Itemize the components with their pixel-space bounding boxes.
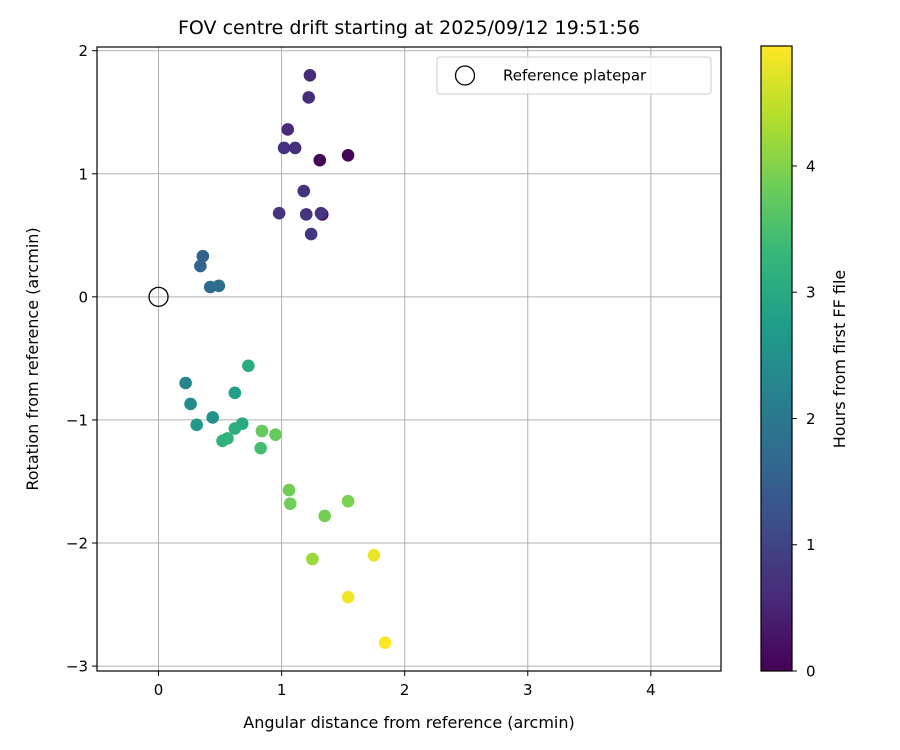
colorbar-tick-label: 1 xyxy=(806,536,816,554)
data-point xyxy=(269,428,282,441)
y-tick-label: −3 xyxy=(66,658,88,676)
data-point xyxy=(341,590,355,604)
y-tick-label: 2 xyxy=(78,42,88,60)
data-point xyxy=(184,397,197,411)
data-point xyxy=(304,227,318,241)
x-tick-label: 0 xyxy=(154,681,164,699)
x-tick-label: 4 xyxy=(646,681,656,699)
y-tick-label: 0 xyxy=(78,288,88,306)
data-point xyxy=(212,279,226,293)
data-point xyxy=(282,483,296,497)
data-point xyxy=(194,259,207,273)
data-point xyxy=(314,206,328,220)
x-axis-title: Angular distance from reference (arcmin) xyxy=(243,713,574,732)
data-point xyxy=(367,549,381,562)
data-point xyxy=(190,418,203,432)
plot-frame xyxy=(96,46,722,672)
data-point xyxy=(272,206,286,220)
legend-label: Reference platepar xyxy=(503,67,647,85)
colorbar: 0 1 2 3 4 Hours from first FF file xyxy=(760,45,849,681)
data-point xyxy=(297,184,311,198)
data-point xyxy=(341,149,355,162)
data-point xyxy=(303,69,317,82)
grid-lines xyxy=(97,47,721,671)
colorbar-tick-label: 4 xyxy=(806,157,816,175)
data-point xyxy=(288,141,302,155)
reference-marker xyxy=(148,286,169,307)
data-point xyxy=(254,441,267,455)
reference-layer xyxy=(148,286,169,307)
colorbar-tick-label: 3 xyxy=(806,284,816,302)
chart-title: FOV centre drift starting at 2025/09/12 … xyxy=(178,17,640,39)
data-point xyxy=(341,494,355,508)
colorbar-frame xyxy=(760,45,793,672)
data-point xyxy=(255,424,269,438)
data-point xyxy=(242,359,255,373)
data-point xyxy=(221,432,234,445)
data-point xyxy=(228,386,242,400)
colorbar-tick-label: 0 xyxy=(806,663,816,681)
y-axis-title: Rotation from reference (arcmin) xyxy=(23,227,42,490)
colorbar-tick-label: 2 xyxy=(806,410,816,428)
y-tick-label: −2 xyxy=(66,535,88,553)
data-point xyxy=(196,249,210,263)
x-tick-label: 3 xyxy=(523,681,533,699)
y-tick-label: −1 xyxy=(66,411,88,429)
x-tick-label: 1 xyxy=(277,681,287,699)
data-point xyxy=(179,376,192,390)
data-point xyxy=(299,208,313,221)
data-point xyxy=(378,636,392,649)
x-tick-label: 2 xyxy=(400,681,410,699)
data-point xyxy=(283,497,297,510)
data-point xyxy=(277,141,291,155)
data-point xyxy=(281,123,295,136)
legend-marker-icon xyxy=(454,65,476,86)
data-point xyxy=(318,509,331,523)
data-point xyxy=(228,422,242,435)
data-point xyxy=(313,153,327,167)
colorbar-gradient xyxy=(761,46,792,671)
y-tick-label: 1 xyxy=(78,165,88,183)
data-point xyxy=(306,552,319,566)
data-point xyxy=(206,411,219,424)
axis-ticks: 0 1 2 3 4 −3 −2 −1 0 1 2 xyxy=(66,42,656,699)
data-point xyxy=(302,91,315,104)
colorbar-label: Hours from first FF file xyxy=(830,270,849,449)
legend: Reference platepar xyxy=(436,56,712,95)
scatter-points xyxy=(179,69,392,649)
legend-box xyxy=(436,56,712,95)
colorbar-ticks: 0 1 2 3 4 xyxy=(792,157,816,681)
